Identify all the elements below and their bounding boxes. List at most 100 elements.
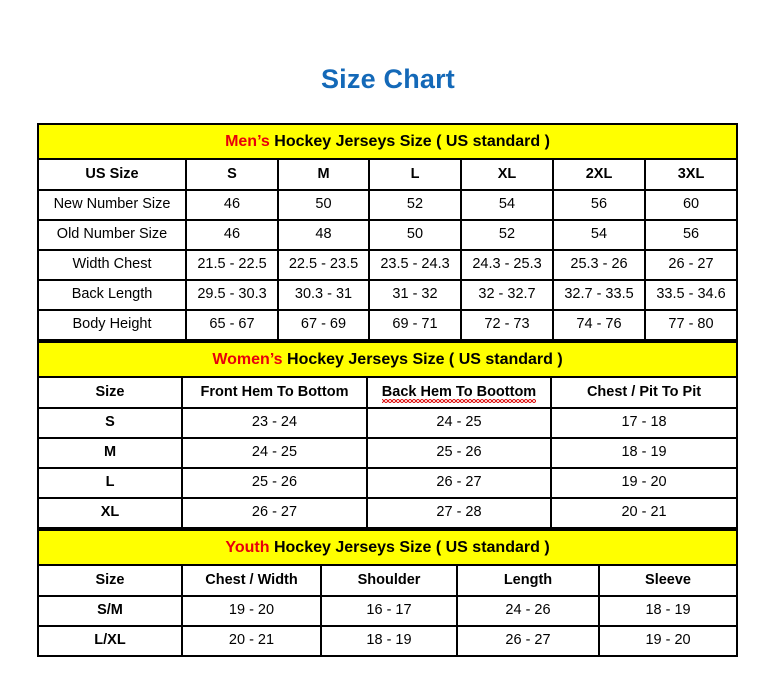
youth-col-header: Size — [37, 564, 183, 597]
page-title: Size Chart — [320, 64, 456, 94]
table-row: New Number Size 46 50 52 54 56 60 — [37, 189, 739, 221]
table-cell: 77 - 80 — [643, 309, 739, 341]
table-cell: 52 — [460, 219, 554, 251]
size-chart-tables: Men’s Hockey Jerseys Size ( US standard … — [36, 123, 739, 657]
row-label: XL — [37, 497, 183, 529]
table-cell: 23.5 - 24.3 — [368, 249, 462, 281]
womens-col-header-misspelled: Back Hem To Boottom — [366, 376, 552, 409]
table-cell: 26 - 27 — [366, 467, 552, 499]
table-cell: 24 - 26 — [456, 595, 600, 627]
table-cell: 50 — [277, 189, 370, 221]
table-cell: 32 - 32.7 — [460, 279, 554, 311]
womens-col-header: Chest / Pit To Pit — [549, 376, 739, 409]
youth-column-header-row: Size Chest / Width Shoulder Length Sleev… — [37, 564, 739, 597]
table-cell: 25 - 26 — [366, 437, 552, 469]
table-cell: 67 - 69 — [277, 309, 370, 341]
table-cell: 29.5 - 30.3 — [185, 279, 279, 311]
table-cell: 48 — [277, 219, 370, 251]
table-cell: 54 — [460, 189, 554, 221]
row-label: L — [37, 467, 183, 499]
row-label: M — [37, 437, 183, 469]
table-row: Body Height 65 - 67 67 - 69 69 - 71 72 -… — [37, 309, 739, 341]
youth-banner-cell: Youth Hockey Jerseys Size ( US standard … — [36, 529, 739, 566]
table-cell: 21.5 - 22.5 — [185, 249, 279, 281]
mens-col-header: M — [277, 158, 370, 191]
spellcheck-underlined-text: Back Hem To Boottom — [381, 383, 537, 404]
mens-col-header: US Size — [37, 158, 187, 191]
mens-section-banner: Men’s Hockey Jerseys Size ( US standard … — [36, 123, 739, 160]
table-cell: 31 - 32 — [368, 279, 462, 311]
youth-col-header: Sleeve — [597, 564, 739, 597]
table-cell: 30.3 - 31 — [277, 279, 370, 311]
mens-size-table: Men’s Hockey Jerseys Size ( US standard … — [36, 123, 739, 341]
youth-section-banner: Youth Hockey Jerseys Size ( US standard … — [36, 529, 739, 566]
row-label: L/XL — [37, 625, 183, 657]
table-row: L/XL 20 - 21 18 - 19 26 - 27 19 - 20 — [37, 625, 739, 657]
table-row: XL 26 - 27 27 - 28 20 - 21 — [37, 497, 739, 529]
row-label: Back Length — [37, 279, 187, 311]
table-cell: 18 - 19 — [549, 437, 739, 469]
womens-section-banner: Women’s Hockey Jerseys Size ( US standar… — [36, 341, 739, 378]
table-cell: 19 - 20 — [597, 625, 739, 657]
table-cell: 72 - 73 — [460, 309, 554, 341]
row-label: Body Height — [37, 309, 187, 341]
youth-col-header: Shoulder — [320, 564, 458, 597]
table-cell: 60 — [643, 189, 739, 221]
table-cell: 69 - 71 — [368, 309, 462, 341]
table-cell: 24 - 25 — [366, 407, 552, 439]
table-cell: 33.5 - 34.6 — [643, 279, 739, 311]
table-cell: 25 - 26 — [181, 467, 368, 499]
mens-banner-cell: Men’s Hockey Jerseys Size ( US standard … — [36, 123, 739, 160]
womens-banner-rest: Hockey Jerseys Size ( US standard ) — [282, 350, 563, 368]
row-label: S — [37, 407, 183, 439]
table-cell: 24 - 25 — [181, 437, 368, 469]
table-cell: 16 - 17 — [320, 595, 458, 627]
table-cell: 74 - 76 — [552, 309, 646, 341]
table-cell: 32.7 - 33.5 — [552, 279, 646, 311]
table-cell: 24.3 - 25.3 — [460, 249, 554, 281]
table-cell: 46 — [185, 219, 279, 251]
youth-banner-rest: Hockey Jerseys Size ( US standard ) — [269, 538, 550, 556]
table-cell: 19 - 20 — [181, 595, 322, 627]
table-cell: 26 - 27 — [456, 625, 600, 657]
mens-col-header: S — [185, 158, 279, 191]
table-row: Back Length 29.5 - 30.3 30.3 - 31 31 - 3… — [37, 279, 739, 311]
table-cell: 20 - 21 — [181, 625, 322, 657]
table-cell: 23 - 24 — [181, 407, 368, 439]
table-cell: 20 - 21 — [549, 497, 739, 529]
table-cell: 46 — [185, 189, 279, 221]
table-cell: 25.3 - 26 — [552, 249, 646, 281]
table-cell: 27 - 28 — [366, 497, 552, 529]
table-cell: 65 - 67 — [185, 309, 279, 341]
womens-col-header: Size — [37, 376, 183, 409]
table-cell: 19 - 20 — [549, 467, 739, 499]
row-label: S/M — [37, 595, 183, 627]
row-label: Old Number Size — [37, 219, 187, 251]
table-row: M 24 - 25 25 - 26 18 - 19 — [37, 437, 739, 469]
mens-col-header: 2XL — [552, 158, 646, 191]
table-cell: 26 - 27 — [181, 497, 368, 529]
womens-col-header: Front Hem To Bottom — [181, 376, 368, 409]
table-row: L 25 - 26 26 - 27 19 - 20 — [37, 467, 739, 499]
table-cell: 50 — [368, 219, 462, 251]
youth-banner-category: Youth — [225, 538, 270, 556]
table-row: S/M 19 - 20 16 - 17 24 - 26 18 - 19 — [37, 595, 739, 627]
table-cell: 22.5 - 23.5 — [277, 249, 370, 281]
row-label: Width Chest — [37, 249, 187, 281]
womens-banner-category: Women’s — [212, 350, 283, 368]
youth-size-table: Youth Hockey Jerseys Size ( US standard … — [36, 529, 739, 657]
mens-col-header: XL — [460, 158, 554, 191]
womens-column-header-row: Size Front Hem To Bottom Back Hem To Boo… — [37, 376, 739, 409]
table-cell: 56 — [643, 219, 739, 251]
row-label: New Number Size — [37, 189, 187, 221]
mens-col-header: 3XL — [643, 158, 739, 191]
youth-col-header: Length — [456, 564, 600, 597]
mens-banner-category: Men’s — [225, 132, 270, 150]
table-row: Width Chest 21.5 - 22.5 22.5 - 23.5 23.5… — [37, 249, 739, 281]
table-cell: 52 — [368, 189, 462, 221]
table-cell: 26 - 27 — [643, 249, 739, 281]
table-cell: 54 — [552, 219, 646, 251]
table-row: Old Number Size 46 48 50 52 54 56 — [37, 219, 739, 251]
table-cell: 17 - 18 — [549, 407, 739, 439]
